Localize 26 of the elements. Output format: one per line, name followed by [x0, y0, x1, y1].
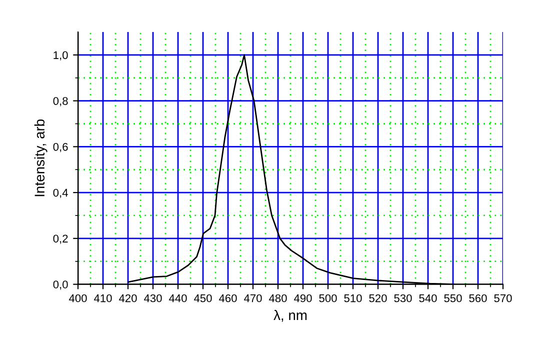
x-tick-label: 560 — [469, 294, 487, 302]
x-tick-label: 550 — [444, 294, 462, 302]
y-tick-label: 0,2 — [53, 234, 68, 244]
x-tick-label: 530 — [394, 294, 412, 302]
x-tick-label: 490 — [294, 294, 312, 302]
x-tick-label: 540 — [419, 294, 437, 302]
y-axis-title: Intensity, arb — [34, 119, 48, 196]
x-tick-label: 430 — [144, 294, 162, 302]
x-tick-label: 420 — [118, 294, 137, 302]
y-tick-label: 0,0 — [53, 280, 68, 290]
x-tick-label: 400 — [68, 294, 87, 302]
x-tick-label: 510 — [344, 294, 362, 302]
x-axis-title: λ, nm — [274, 310, 307, 322]
x-tick-label: 570 — [494, 294, 512, 302]
y-tick-label: 0,6 — [53, 142, 68, 152]
x-tick-label: 410 — [94, 294, 112, 302]
y-tick-label: 1,0 — [54, 51, 68, 60]
x-tick-label: 450 — [194, 294, 212, 302]
x-tick-label: 470 — [244, 294, 262, 302]
y-tick-label: 0,4 — [53, 188, 68, 198]
x-tick-label: 460 — [218, 294, 237, 302]
x-tick-label: 500 — [319, 294, 337, 302]
x-tick-label: 440 — [168, 294, 187, 302]
x-tick-label: 520 — [369, 294, 387, 302]
x-tick-label: 480 — [268, 294, 287, 302]
y-tick-label: 0,8 — [53, 97, 68, 106]
